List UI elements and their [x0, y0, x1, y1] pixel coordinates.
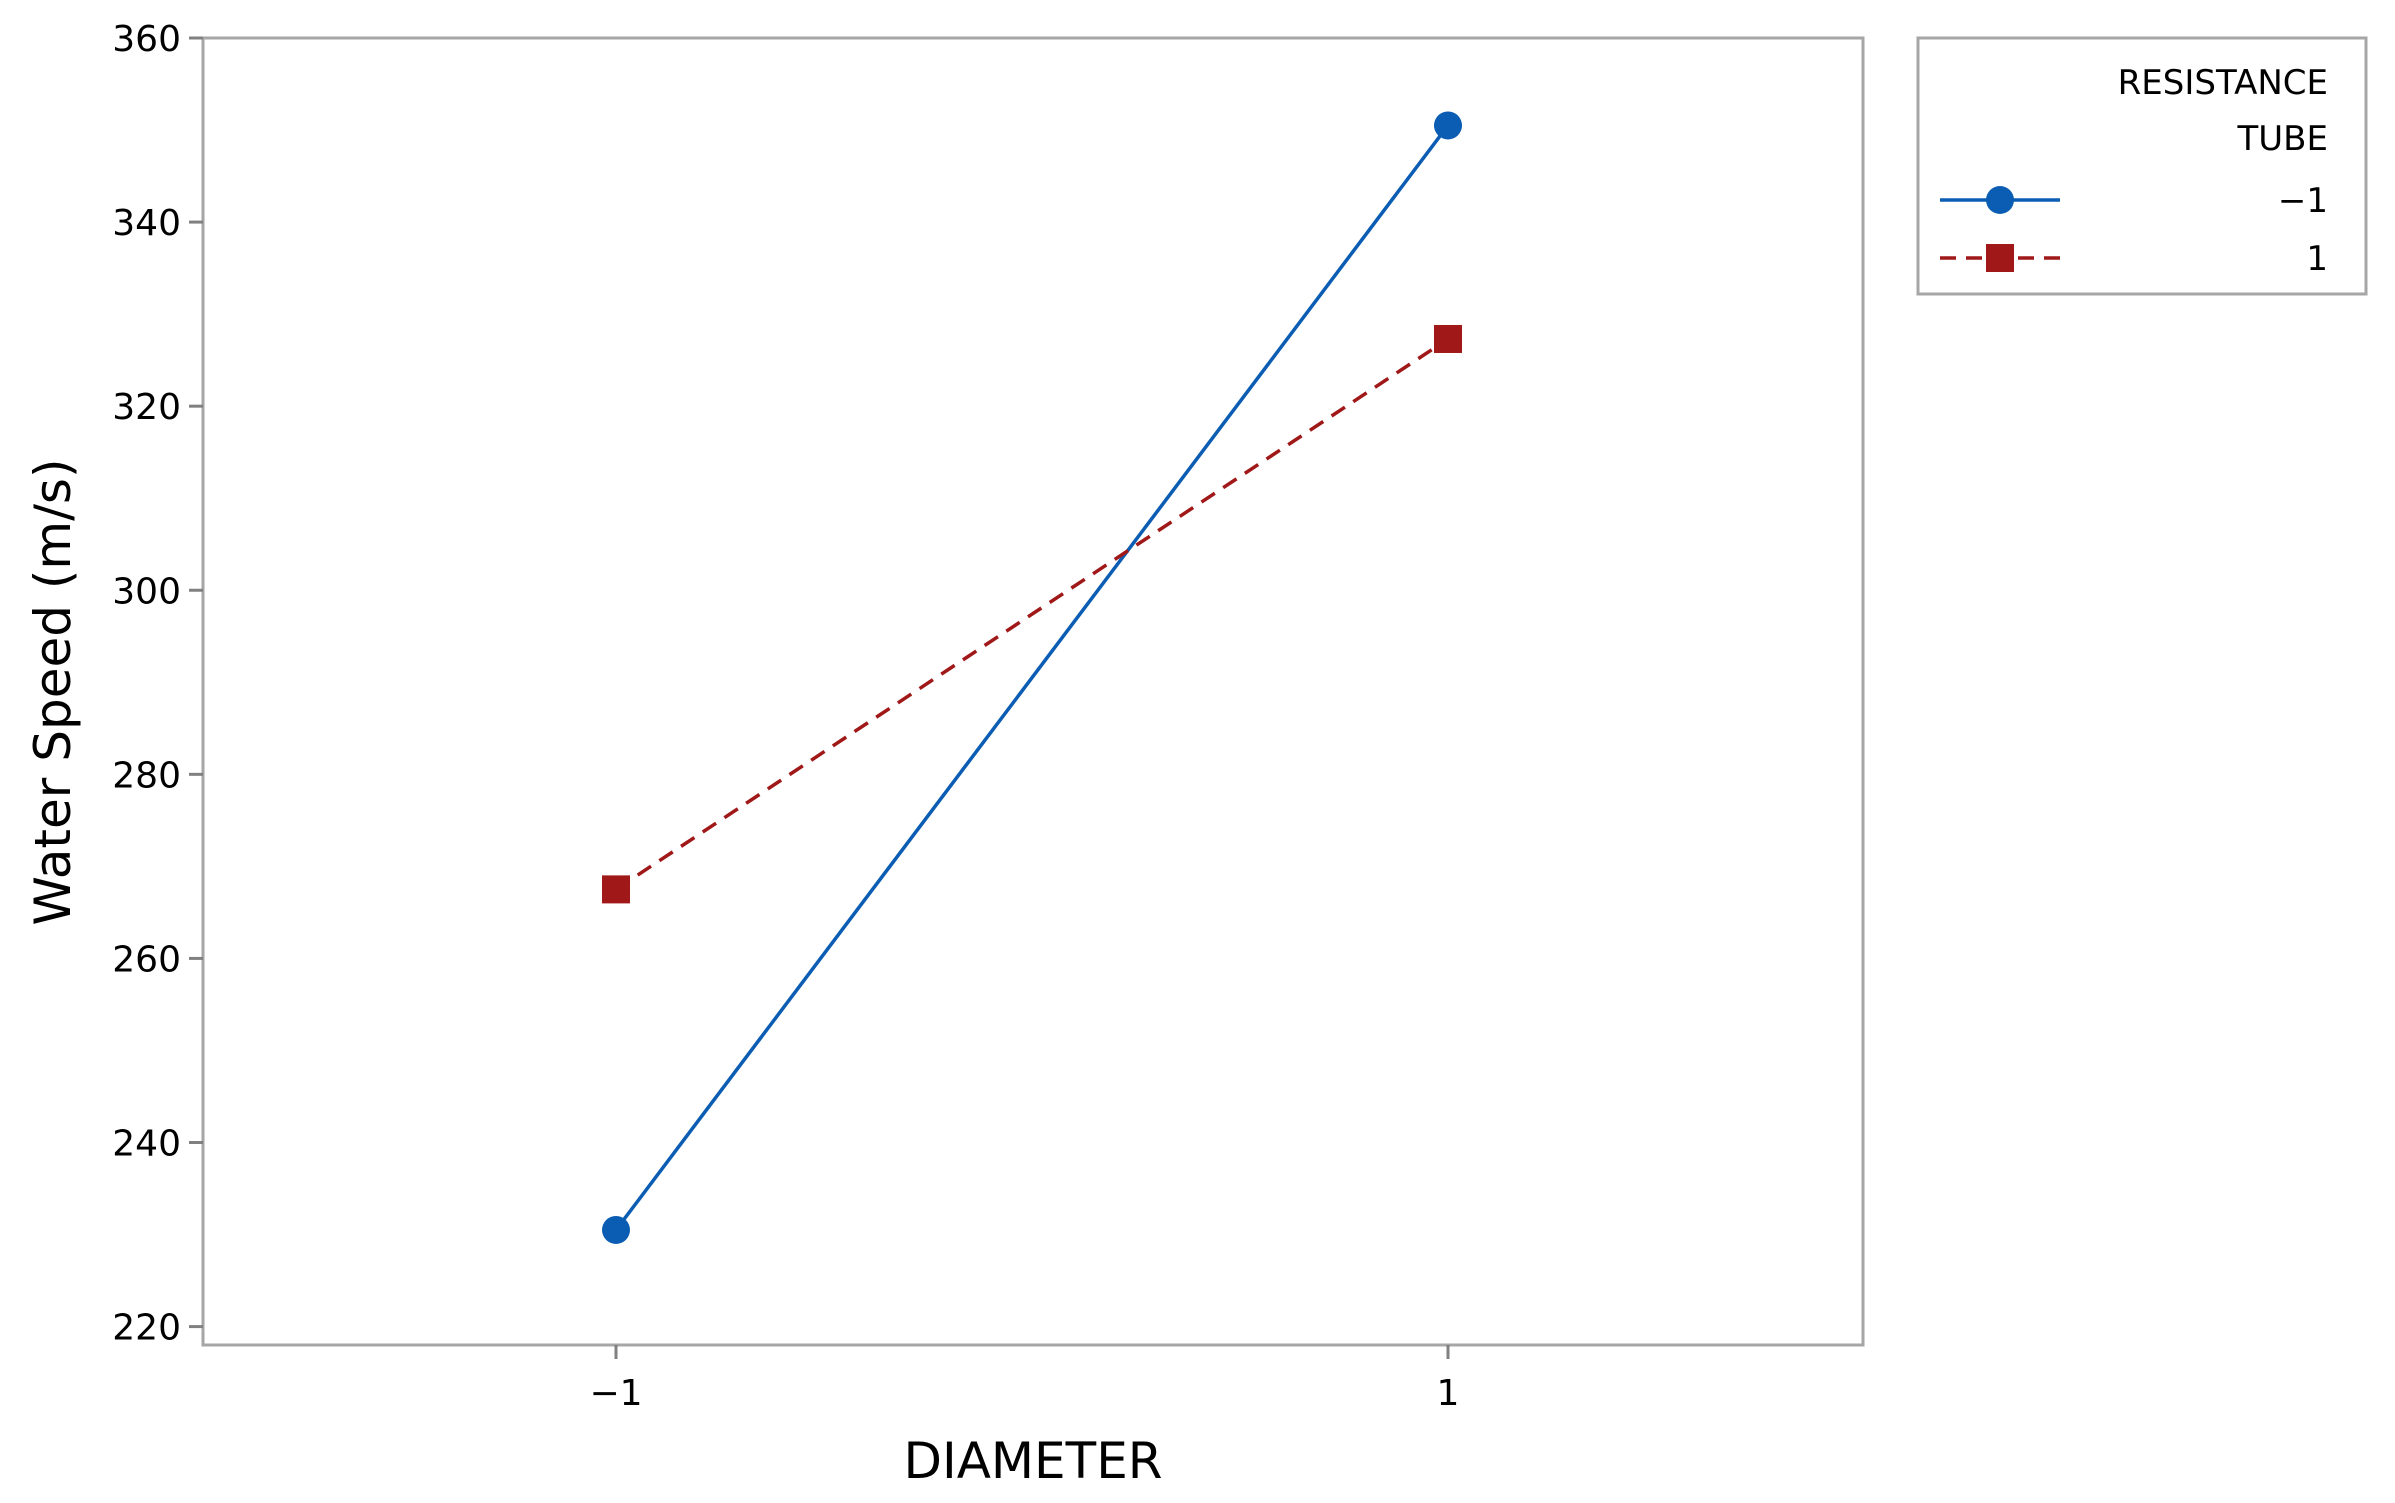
series-line — [615, 337, 1449, 891]
y-tick-label: 280 — [112, 755, 181, 796]
data-point-circle — [1434, 111, 1462, 140]
y-tick-label: 220 — [112, 1308, 181, 1349]
x-axis-title: DIAMETER — [903, 1432, 1162, 1490]
legend-label: −1 — [2278, 181, 2328, 221]
y-axis: 220 240 260 280 300 320 340 360 — [112, 19, 203, 1349]
y-axis-title: Water Speed (m/s) — [24, 459, 82, 926]
legend: RESISTANCE TUBE −11 — [1916, 36, 2368, 296]
x-tick-label: −1 — [589, 1373, 642, 1414]
y-tick-label: 340 — [112, 203, 181, 244]
legend-marker-square — [1986, 244, 2014, 272]
x-tick-label: 1 — [1437, 1373, 1460, 1414]
series-layer — [602, 111, 1462, 1244]
legend-marker-circle — [1986, 186, 2014, 214]
legend-title-line2: TUBE — [2237, 119, 2328, 159]
y-tick-label: 320 — [112, 387, 181, 428]
y-tick-label: 300 — [112, 571, 181, 612]
x-axis: −1 1 — [589, 1345, 1459, 1414]
plot-frame — [201, 36, 1865, 1347]
data-point-square — [602, 875, 630, 904]
legend-entries: −11 — [1940, 181, 2328, 279]
y-tick-label: 360 — [112, 19, 181, 60]
series-line — [614, 124, 1450, 1232]
data-point-square — [1434, 324, 1462, 353]
legend-title-line1: RESISTANCE — [2118, 63, 2328, 103]
legend-label: 1 — [2306, 239, 2328, 279]
y-tick-label: 240 — [112, 1124, 181, 1165]
data-point-circle — [602, 1215, 630, 1244]
y-tick-label: 260 — [112, 939, 181, 980]
